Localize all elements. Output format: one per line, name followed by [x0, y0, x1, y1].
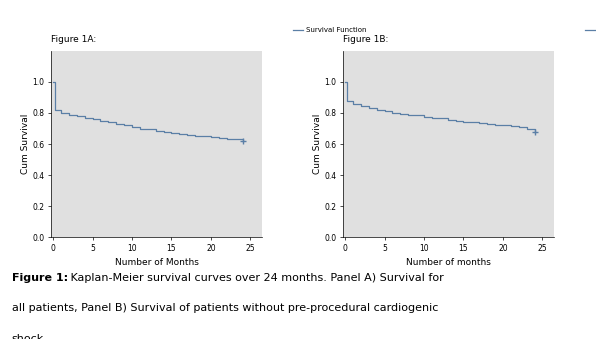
- Text: Kaplan-Meier survival curves over 24 months. Panel A) Survival for: Kaplan-Meier survival curves over 24 mon…: [67, 273, 444, 283]
- Text: Figure 1B:: Figure 1B:: [343, 35, 388, 44]
- Y-axis label: Cum Survival: Cum Survival: [20, 114, 30, 174]
- Text: Figure 1A:: Figure 1A:: [51, 35, 96, 44]
- X-axis label: Number of Months: Number of Months: [114, 258, 198, 267]
- Text: Figure 1:: Figure 1:: [12, 273, 68, 283]
- Legend: Survival Function: Survival Function: [582, 24, 596, 36]
- Y-axis label: Cum Survival: Cum Survival: [312, 114, 322, 174]
- Text: all patients, Panel B) Survival of patients without pre-procedural cardiogenic: all patients, Panel B) Survival of patie…: [12, 303, 438, 313]
- Text: shock.: shock.: [12, 334, 48, 339]
- Legend: Survival Function: Survival Function: [290, 24, 369, 36]
- X-axis label: Number of months: Number of months: [406, 258, 491, 267]
